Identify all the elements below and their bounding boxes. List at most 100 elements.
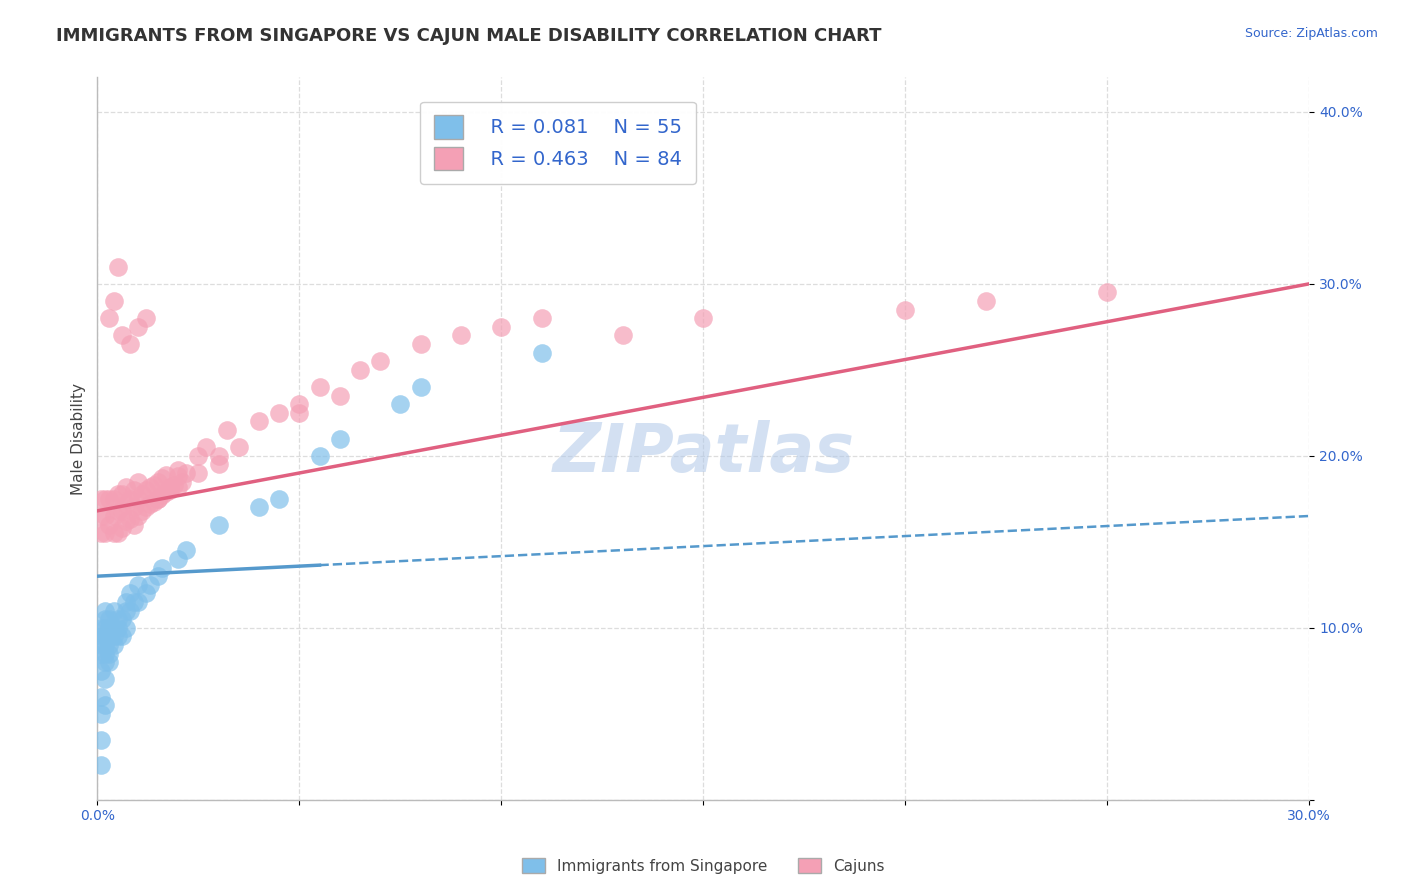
- Point: [94, 647, 117, 661]
- Point: [349, 363, 371, 377]
- Point: [118, 337, 141, 351]
- Point: [329, 389, 352, 403]
- Point: [127, 508, 149, 523]
- Point: [98, 517, 121, 532]
- Point: [90, 629, 112, 643]
- Point: [409, 337, 432, 351]
- Point: [142, 495, 165, 509]
- Point: [98, 638, 121, 652]
- Point: [187, 449, 209, 463]
- Text: Source: ZipAtlas.com: Source: ZipAtlas.com: [1244, 27, 1378, 40]
- Point: [131, 504, 153, 518]
- Point: [94, 508, 117, 523]
- Point: [195, 440, 218, 454]
- Point: [103, 604, 125, 618]
- Point: [107, 486, 129, 500]
- Point: [118, 512, 141, 526]
- Point: [94, 698, 117, 713]
- Point: [146, 569, 169, 583]
- Point: [247, 414, 270, 428]
- Y-axis label: Male Disability: Male Disability: [72, 383, 86, 494]
- Point: [118, 604, 141, 618]
- Point: [118, 586, 141, 600]
- Point: [974, 293, 997, 308]
- Point: [127, 319, 149, 334]
- Point: [329, 432, 352, 446]
- Point: [103, 293, 125, 308]
- Point: [110, 629, 132, 643]
- Point: [122, 500, 145, 515]
- Point: [187, 466, 209, 480]
- Text: IMMIGRANTS FROM SINGAPORE VS CAJUN MALE DISABILITY CORRELATION CHART: IMMIGRANTS FROM SINGAPORE VS CAJUN MALE …: [56, 27, 882, 45]
- Point: [368, 354, 391, 368]
- Point: [135, 586, 157, 600]
- Point: [90, 647, 112, 661]
- Point: [146, 491, 169, 506]
- Text: ZIPatlas: ZIPatlas: [553, 420, 855, 486]
- Point: [491, 319, 513, 334]
- Point: [110, 612, 132, 626]
- Point: [94, 638, 117, 652]
- Point: [269, 406, 291, 420]
- Point: [114, 514, 136, 528]
- Point: [110, 486, 132, 500]
- Point: [122, 595, 145, 609]
- Point: [103, 491, 125, 506]
- Point: [228, 440, 250, 454]
- Point: [103, 638, 125, 652]
- Point: [90, 508, 112, 523]
- Point: [114, 497, 136, 511]
- Point: [409, 380, 432, 394]
- Point: [103, 629, 125, 643]
- Point: [94, 612, 117, 626]
- Point: [135, 500, 157, 515]
- Point: [389, 397, 412, 411]
- Point: [98, 629, 121, 643]
- Point: [103, 508, 125, 523]
- Point: [122, 483, 145, 498]
- Point: [98, 621, 121, 635]
- Point: [94, 491, 117, 506]
- Point: [139, 480, 162, 494]
- Point: [107, 260, 129, 274]
- Point: [90, 706, 112, 721]
- Point: [150, 488, 173, 502]
- Point: [530, 311, 553, 326]
- Point: [98, 491, 121, 506]
- Point: [94, 655, 117, 669]
- Point: [174, 466, 197, 480]
- Point: [110, 328, 132, 343]
- Point: [207, 517, 229, 532]
- Point: [150, 560, 173, 574]
- Point: [90, 758, 112, 772]
- Point: [90, 491, 112, 506]
- Legend:   R = 0.081    N = 55,   R = 0.463    N = 84: R = 0.081 N = 55, R = 0.463 N = 84: [420, 102, 696, 184]
- Point: [98, 655, 121, 669]
- Point: [172, 475, 194, 489]
- Point: [127, 578, 149, 592]
- Point: [98, 311, 121, 326]
- Point: [167, 480, 190, 494]
- Point: [114, 595, 136, 609]
- Point: [90, 690, 112, 704]
- Point: [174, 543, 197, 558]
- Point: [146, 491, 169, 506]
- Point: [114, 621, 136, 635]
- Point: [103, 621, 125, 635]
- Point: [90, 526, 112, 541]
- Point: [90, 621, 112, 635]
- Point: [167, 462, 190, 476]
- Point: [894, 302, 917, 317]
- Point: [107, 612, 129, 626]
- Point: [131, 486, 153, 500]
- Point: [94, 673, 117, 687]
- Point: [155, 467, 177, 482]
- Point: [90, 638, 112, 652]
- Point: [107, 504, 129, 518]
- Point: [247, 500, 270, 515]
- Point: [288, 397, 311, 411]
- Point: [269, 491, 291, 506]
- Point: [692, 311, 714, 326]
- Point: [90, 732, 112, 747]
- Point: [288, 406, 311, 420]
